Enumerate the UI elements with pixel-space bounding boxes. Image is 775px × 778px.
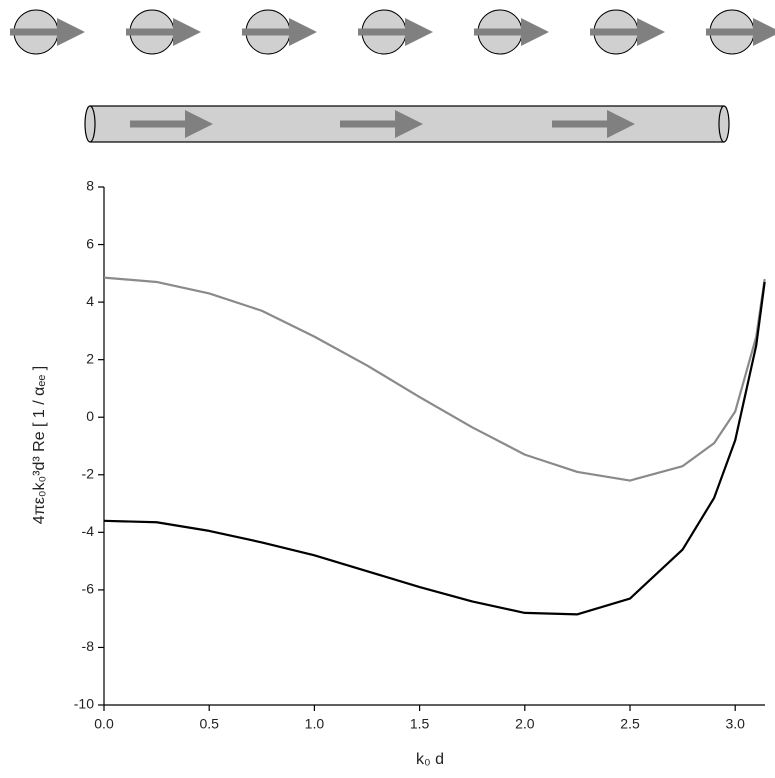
y-tick-label: -10 (74, 696, 94, 712)
y-tick-label: -6 (82, 581, 95, 597)
y-tick-label: -2 (82, 465, 95, 481)
x-tick-label: 0.0 (94, 716, 114, 732)
x-tick-label: 2.5 (620, 716, 640, 732)
y-tick-label: 2 (86, 350, 94, 366)
x-tick-label: 3.0 (725, 716, 745, 732)
x-axis-label: k₀ d (416, 751, 444, 768)
x-tick-label: 1.0 (305, 716, 325, 732)
data-line (103, 281, 766, 616)
y-tick-label: 4 (86, 293, 94, 309)
data-line (103, 276, 766, 482)
y-tick-label: -4 (82, 523, 95, 539)
x-tick-label: 2.0 (515, 716, 535, 732)
y-tick-label: 6 (86, 235, 94, 251)
y-tick-label: -8 (82, 638, 95, 654)
y-axis-label: 4πε₀k₀³d³ Re [ 1 / αₑₑ ] (31, 366, 48, 524)
y-tick-label: 8 (86, 178, 94, 194)
x-tick-label: 0.5 (199, 716, 219, 732)
y-tick-label: 0 (86, 408, 94, 424)
dipole-chain (10, 9, 775, 55)
x-tick-label: 1.5 (410, 716, 430, 732)
cylinder (84, 105, 730, 143)
